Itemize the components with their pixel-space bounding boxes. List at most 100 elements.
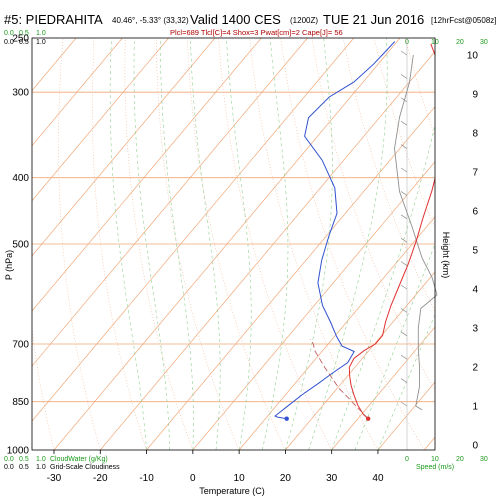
pressure-tick-label: 850 [12, 397, 29, 408]
bottom-cloudiness-scale: 0.0 0.5 1.0 Grid-Scale Cloudiness [4, 464, 120, 471]
moist-adiabat-line [190, 38, 221, 450]
wind-barb [400, 261, 408, 266]
moist-adiabat-line [377, 314, 435, 450]
forecast-run: [12hrFcst@0508z] [431, 16, 496, 25]
wind-barb [400, 354, 408, 360]
top-cloudiness-tick: 1.0 [36, 39, 46, 46]
top-speed-tick: 30 [480, 39, 488, 46]
height-tick-label: 6 [472, 207, 478, 218]
wind-speed-panel [394, 38, 438, 450]
pressure-tick-label: 1000 [7, 446, 30, 457]
temperature-ticks: -30 -20 -10 0 10 20 30 40 [47, 450, 384, 484]
top-cloudiness-scale: 0.0 0.5 1.0 [4, 39, 46, 46]
wind-barb [400, 74, 408, 79]
dry-adiabat-line [249, 38, 379, 450]
pressure-ticks: 250 300 400 500 700 850 1000 [7, 34, 30, 457]
dry-adiabat-line [124, 38, 194, 450]
parcel-line [310, 339, 369, 420]
wind-barb [400, 331, 408, 337]
pressure-axis-label: P (hPa) [4, 250, 14, 280]
height-tick-label: 5 [472, 246, 478, 257]
height-ticks: 0 1 2 3 4 5 6 7 8 9 10 [467, 51, 479, 452]
pressure-tick-label: 250 [12, 34, 29, 45]
dry-adiabat-line [280, 38, 425, 450]
moist-adiabat-line [354, 243, 435, 450]
wind-barb [400, 237, 408, 243]
moist-adiabat-line [133, 38, 170, 450]
isotherm-line [32, 38, 123, 147]
top-speed-scale: 0 10 20 30 [405, 39, 488, 46]
wind-barb [400, 284, 408, 290]
wind-barb [400, 214, 408, 220]
temperature-tick-label: 40 [372, 473, 384, 484]
temperature-line [348, 43, 435, 420]
temperature-tick-label: -10 [139, 473, 154, 484]
surface-temperature-marker [365, 416, 371, 421]
height-tick-label: 7 [472, 168, 478, 179]
wind-barb [400, 378, 408, 383]
temperature-axis-label: Temperature (C) [199, 486, 265, 496]
isotherm-lines [32, 38, 435, 450]
dry-adiabat-line [92, 38, 147, 450]
bottom-cloudiness-tick: 0.5 [19, 464, 29, 471]
bottom-speed-tick: 30 [480, 456, 488, 463]
isotherm-line [100, 50, 435, 450]
height-tick-label: 0 [472, 441, 478, 452]
isotherm-line [32, 38, 308, 367]
station-name: #5: PIEDRAHITA [4, 12, 103, 27]
bottom-cloudiness-tick: 0.0 [4, 464, 14, 471]
bottom-speed-label: Speed (m/s) [416, 464, 454, 471]
wind-barb [400, 167, 408, 173]
isobar-lines [32, 91, 435, 403]
isotherm-line [53, 38, 401, 450]
sounding-series [274, 41, 435, 421]
isotherm-line [192, 161, 435, 450]
top-speed-tick: 20 [456, 39, 464, 46]
wind-speed-line [394, 54, 438, 411]
surface-dewpoint-marker [284, 416, 289, 421]
temperature-tick-label: 20 [280, 473, 292, 484]
dry-adiabat-line [342, 38, 435, 313]
height-tick-label: 1 [472, 402, 478, 413]
bottom-cloudwater-tick: 0.0 [4, 456, 14, 463]
height-axis-label: Height (km) [441, 232, 451, 279]
top-cloudiness-tick: 0.5 [19, 39, 29, 46]
moist-adiabat-lines [109, 38, 435, 450]
pressure-tick-label: 400 [12, 173, 29, 184]
bottom-cloudwater-tick: 1.0 [36, 456, 46, 463]
temperature-tick-label: 0 [190, 473, 196, 484]
sounding-parameters: Plcl=689 Tlcl[C]=4 Shox=3 Pwat[cm]=2 Cap… [170, 28, 343, 37]
wind-barb [400, 308, 408, 313]
moist-adiabat-line [331, 123, 435, 450]
forecast-date: TUE 21 Jun 2016 [323, 12, 424, 27]
valid-zulu: (1200Z) [290, 16, 318, 25]
valid-time: Valid 1400 CES [190, 12, 281, 27]
bottom-speed-tick: 10 [431, 456, 439, 463]
isotherm-line [32, 38, 216, 257]
height-tick-label: 8 [472, 129, 478, 140]
bottom-cloudwater-scale: 0.0 0.5 1.0 CloudWater (g/Kg) [4, 456, 108, 463]
top-cloudiness-tick: 0.0 [4, 39, 14, 46]
isotherm-line [285, 271, 435, 450]
top-cloudwater-tick: 0.0 [4, 30, 14, 37]
wind-barb [400, 97, 408, 103]
dry-adiabat-lines [32, 38, 435, 450]
height-tick-label: 10 [467, 51, 479, 62]
isotherm-line [32, 38, 169, 202]
dry-adiabat-line [311, 38, 435, 392]
moist-adiabat-line [285, 38, 333, 450]
plot-frame [31, 37, 436, 451]
bottom-speed-tick: 0 [405, 456, 409, 463]
pressure-tick-label: 700 [12, 339, 29, 350]
pressure-tick-label: 500 [12, 240, 29, 251]
dry-adiabat-line [156, 38, 240, 450]
dewpoint-line [274, 41, 396, 420]
isotherm-line [331, 326, 435, 450]
bottom-speed-tick: 20 [456, 456, 464, 463]
temperature-tick-label: -20 [93, 473, 108, 484]
wind-barb [400, 50, 408, 56]
bottom-speed-scale: 0 10 20 30 Speed (m/s) [405, 456, 488, 471]
temperature-tick-label: -30 [47, 473, 62, 484]
pressure-tick-label: 300 [12, 88, 29, 99]
